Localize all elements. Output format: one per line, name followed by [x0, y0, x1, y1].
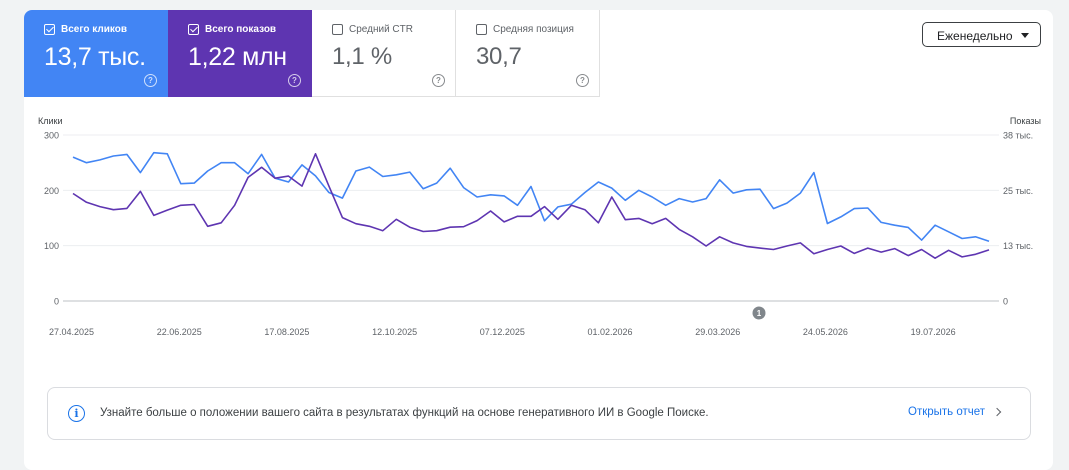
chevron-right-icon	[992, 407, 1002, 417]
y-tick-label-right: 38 тыс.	[1003, 131, 1033, 141]
info-icon: i	[68, 405, 85, 422]
help-icon[interactable]: ?	[576, 74, 589, 87]
metric-label: Всего показов	[205, 24, 277, 35]
checkbox-icon[interactable]	[476, 24, 487, 35]
y-tick-label-left: 100	[44, 241, 59, 251]
y-tick-label-right: 0	[1003, 297, 1008, 307]
metric-value: 13,7 тыс.	[44, 43, 146, 71]
performance-card: Всего кликов 13,7 тыс. ? Всего показов 1…	[24, 10, 1053, 470]
y-axis-right-title: Показы	[1010, 116, 1041, 126]
metric-tile-ctr[interactable]: Средний CTR 1,1 % ?	[312, 10, 456, 97]
metric-label: Средняя позиция	[493, 24, 574, 35]
checkbox-icon[interactable]	[188, 24, 199, 35]
x-tick-label: 01.02.2026	[588, 327, 633, 337]
x-tick-label: 19.07.2026	[911, 327, 956, 337]
metric-tiles: Всего кликов 13,7 тыс. ? Всего показов 1…	[24, 10, 600, 97]
help-icon[interactable]: ?	[432, 74, 445, 87]
metric-label: Всего кликов	[61, 24, 128, 35]
metric-label: Средний CTR	[349, 24, 413, 35]
y-tick-label-right: 13 тыс.	[1003, 241, 1033, 251]
series-clicks-line	[72, 151, 990, 242]
x-tick-label: 29.03.2026	[695, 327, 740, 337]
metric-value: 1,1 %	[332, 43, 392, 70]
metric-tile-clicks[interactable]: Всего кликов 13,7 тыс. ?	[24, 10, 168, 97]
x-tick-label: 17.08.2025	[264, 327, 309, 337]
annotation-label: 1	[757, 309, 762, 318]
y-axis-left-title: Клики	[38, 116, 63, 126]
period-dropdown-value: Еженедельно	[937, 29, 1013, 43]
help-icon[interactable]: ?	[288, 74, 301, 87]
y-tick-label-left: 200	[44, 186, 59, 196]
x-tick-label: 07.12.2025	[480, 327, 525, 337]
x-tick-label: 27.04.2025	[49, 327, 94, 337]
metric-value: 1,22 млн	[188, 43, 287, 71]
checkbox-icon[interactable]	[44, 24, 55, 35]
y-tick-label-left: 300	[44, 131, 59, 141]
x-tick-label: 24.05.2026	[803, 327, 848, 337]
banner-text: Узнайте больше о положении вашего сайта …	[100, 407, 709, 419]
y-tick-label-left: 0	[54, 297, 59, 307]
metric-tile-impressions[interactable]: Всего показов 1,22 млн ?	[168, 10, 312, 97]
checkbox-icon[interactable]	[332, 24, 343, 35]
ai-features-banner: i Узнайте больше о положении вашего сайт…	[47, 387, 1031, 440]
period-dropdown[interactable]: Еженедельно	[922, 22, 1041, 47]
metric-value: 30,7	[476, 43, 522, 70]
x-tick-label: 12.10.2025	[372, 327, 417, 337]
annotation-marker	[752, 306, 766, 320]
open-report-label: Открыть отчет	[908, 406, 986, 418]
x-tick-label: 22.06.2025	[157, 327, 202, 337]
series-impressions-line	[72, 153, 990, 259]
caret-down-icon	[1021, 33, 1029, 38]
y-tick-label-right: 25 тыс.	[1003, 186, 1033, 196]
help-icon[interactable]: ?	[144, 74, 157, 87]
open-report-link[interactable]: Открыть отчет	[908, 406, 1002, 418]
metric-tile-position[interactable]: Средняя позиция 30,7 ?	[456, 10, 600, 97]
